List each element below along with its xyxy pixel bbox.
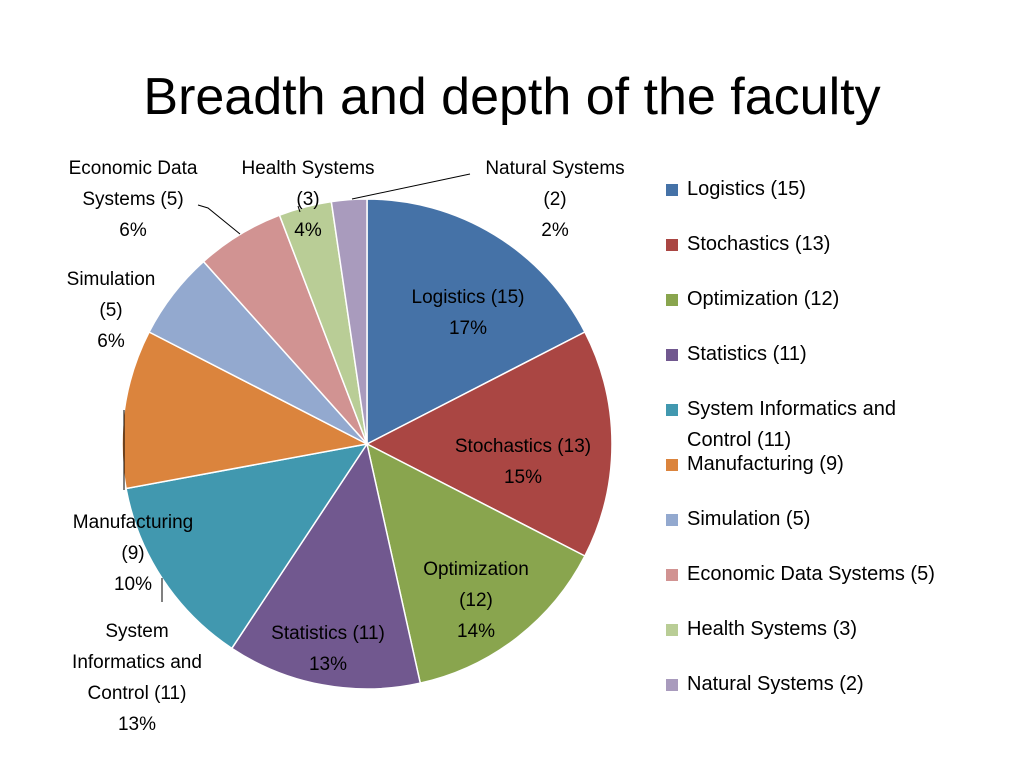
legend-swatch <box>666 459 678 471</box>
pie-slice-statistics-11 <box>230 442 422 690</box>
data-label-manufacturing-9: Manufacturing (9) 10% <box>73 512 193 595</box>
data-label-optimization-12: Optimization (12) 14% <box>423 559 529 642</box>
legend-label: Natural Systems (2) <box>687 673 864 695</box>
leader-line-health-systems-3 <box>297 205 301 213</box>
legend-label: System Informatics and Control (11) <box>687 398 896 451</box>
legend-label: Economic Data Systems (5) <box>687 563 935 585</box>
data-label-logistics-15: Logistics (15) 17% <box>412 287 525 339</box>
data-label-health-systems-3: Health Systems (3) 4% <box>241 158 374 241</box>
pie-slice-optimization-12 <box>365 442 586 685</box>
pie-slice-natural-systems-2 <box>330 198 368 445</box>
data-label-statistics-11: Statistics (11) 13% <box>271 623 385 675</box>
legend-label: Manufacturing (9) <box>687 453 844 475</box>
legend-swatch <box>666 349 678 361</box>
legend-swatch <box>666 679 678 691</box>
data-label-stochastics-13: Stochastics (13) 15% <box>455 436 591 488</box>
legend-label: Logistics (15) <box>687 178 806 200</box>
data-label-system-informatics-and-control-11: System Informatics and Control (11) 13% <box>72 621 202 735</box>
legend-swatch <box>666 569 678 581</box>
legend-swatch <box>666 239 678 251</box>
legend-swatch <box>666 184 678 196</box>
legend-label: Statistics (11) <box>687 343 807 365</box>
legend-label: Optimization (12) <box>687 288 840 310</box>
legend-swatch <box>666 294 678 306</box>
data-label-simulation-5: Simulation (5) 6% <box>67 269 156 352</box>
legend-label: Simulation (5) <box>687 508 811 530</box>
data-label-economic-data-systems-5: Economic Data Systems (5) 6% <box>69 158 198 241</box>
data-label-natural-systems-2: Natural Systems (2) 2% <box>485 158 624 241</box>
pie-slice-logistics-15 <box>366 198 586 446</box>
legend-swatch <box>666 404 678 416</box>
pie-slice-stochastics-13 <box>365 330 613 558</box>
leader-line-economic-data-systems-5 <box>197 204 241 235</box>
pie-slice-system-informatics-and-control-11 <box>125 442 369 650</box>
legend-swatch <box>666 624 678 636</box>
chart-title: Breadth and depth of the faculty <box>143 68 881 126</box>
legend-swatch <box>666 514 678 526</box>
leader-line-natural-systems-2 <box>351 173 471 200</box>
legend-label: Stochastics (13) <box>687 233 831 255</box>
legend-label: Health Systems (3) <box>687 618 858 640</box>
